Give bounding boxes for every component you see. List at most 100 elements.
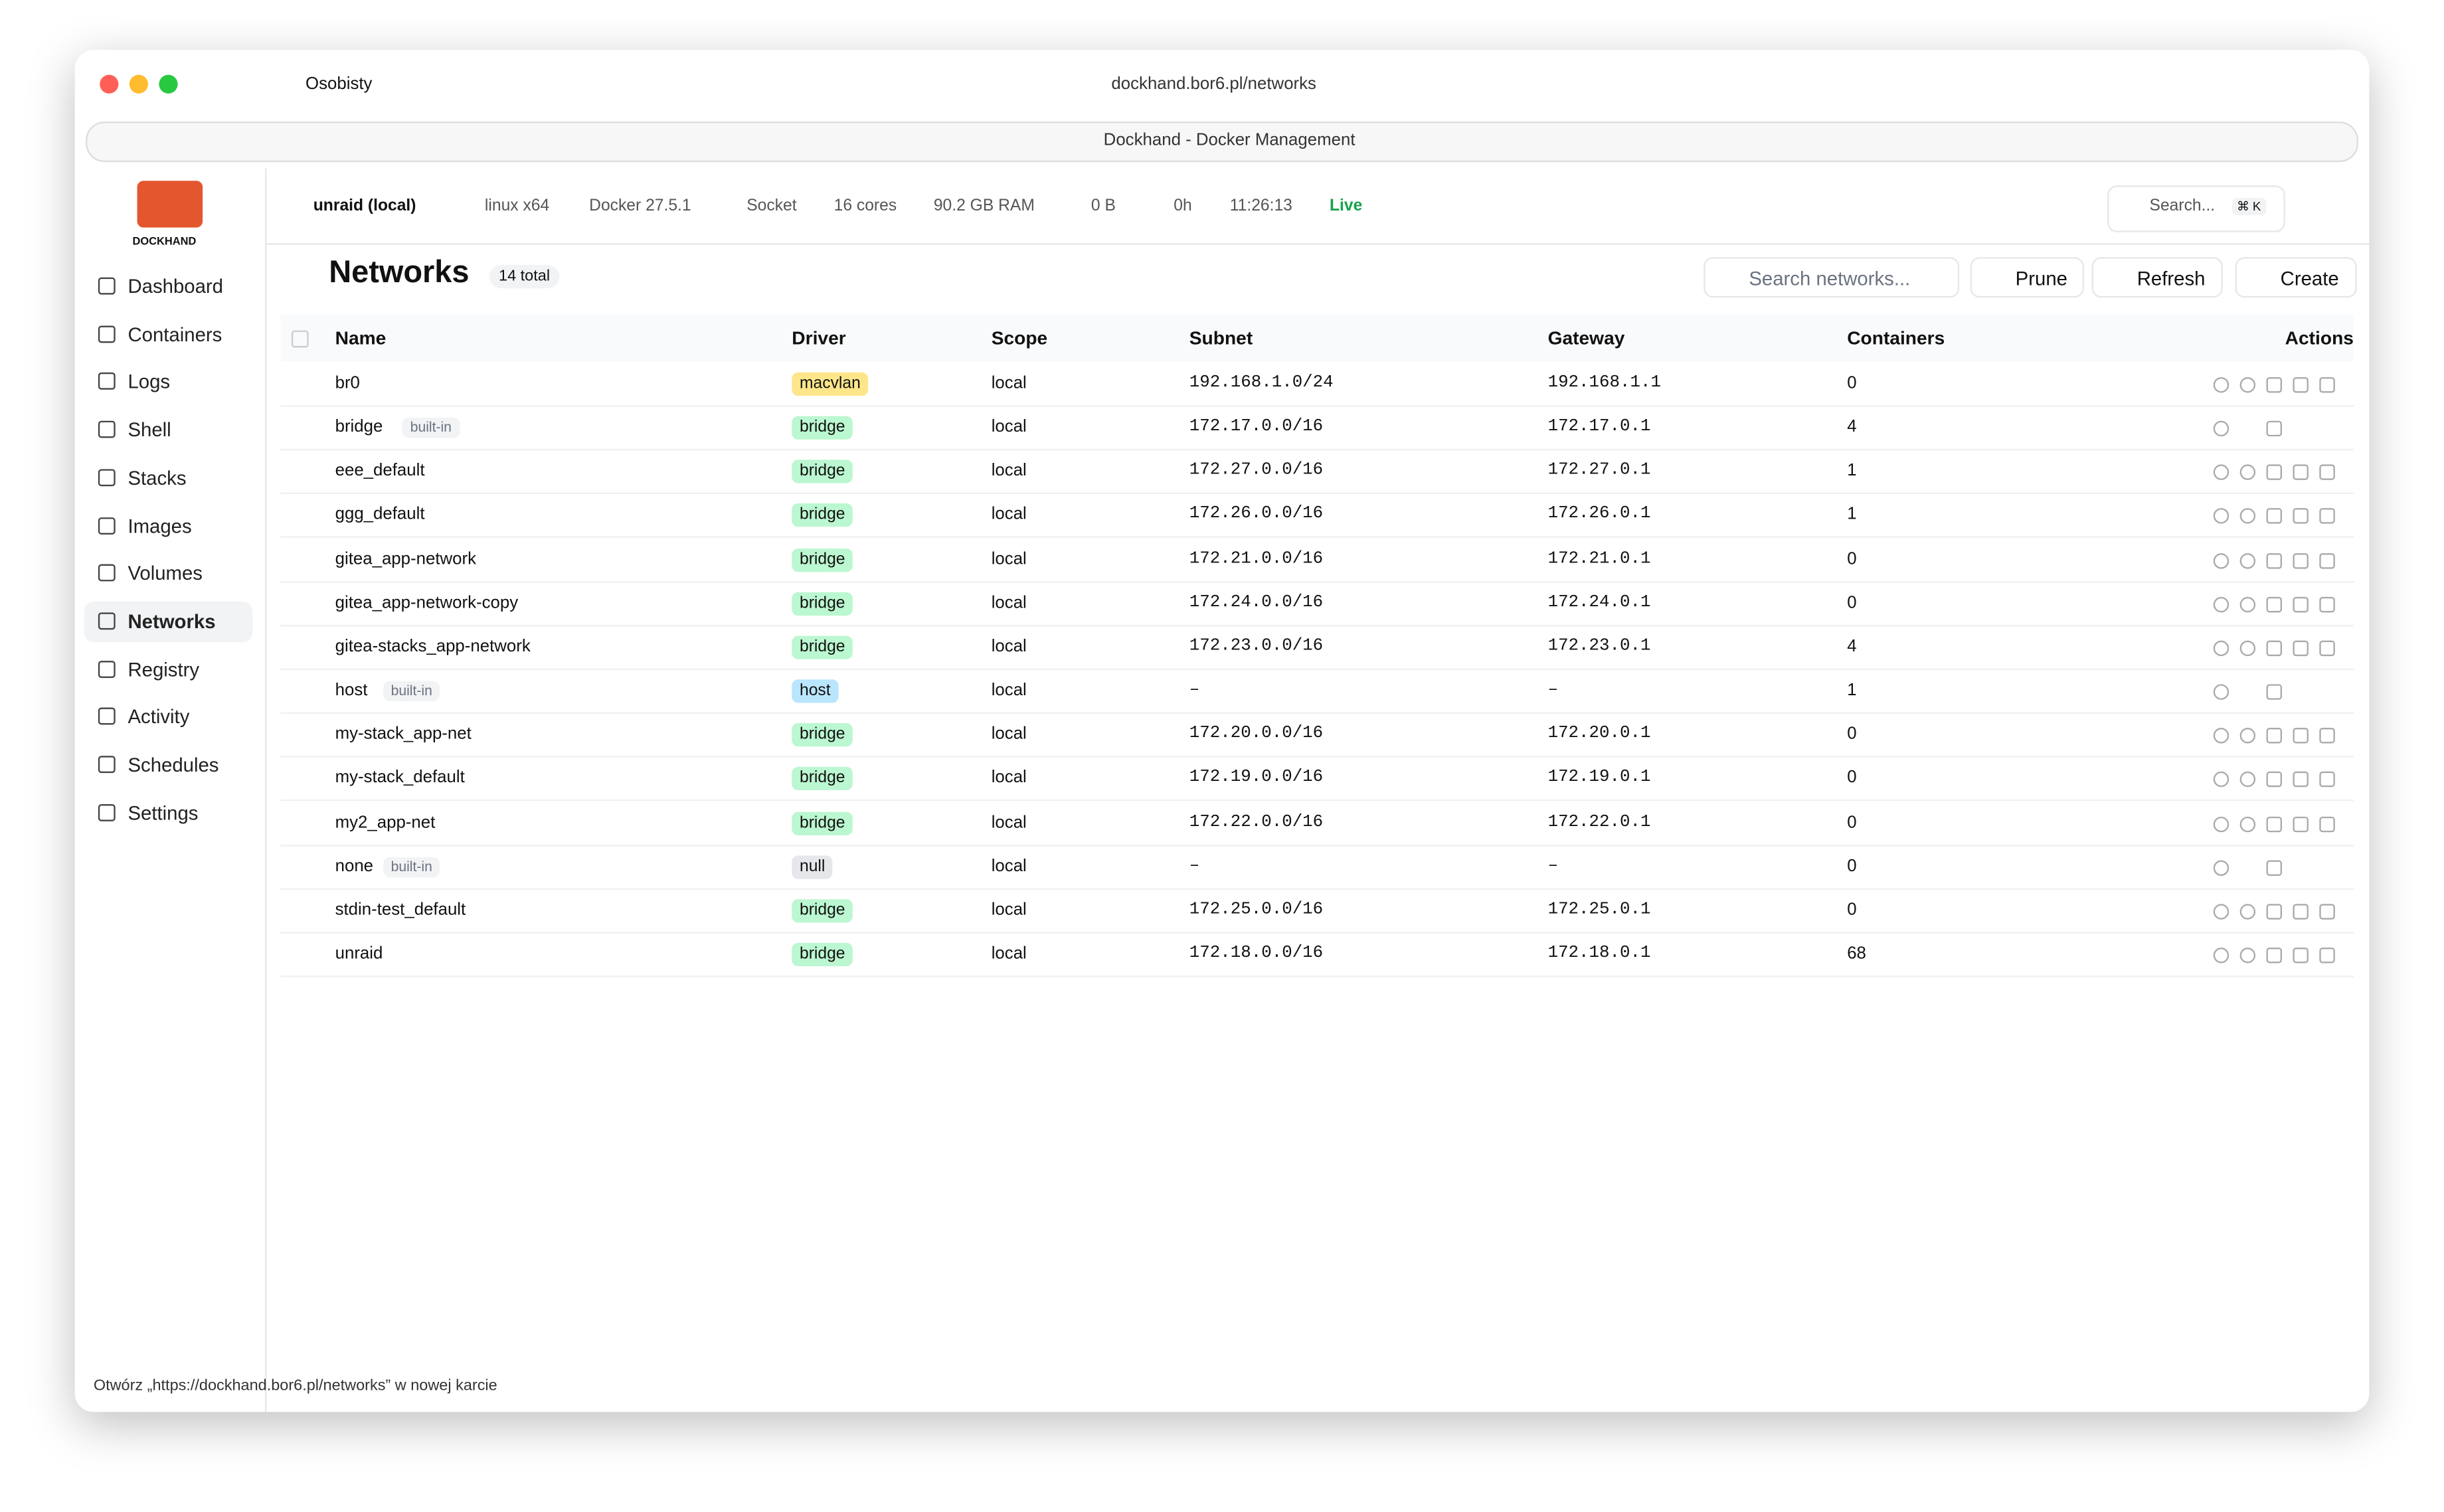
network-name[interactable]: br0	[335, 374, 360, 393]
nav-item[interactable]: Settings	[84, 793, 252, 833]
action-icon[interactable]	[2213, 377, 2229, 393]
nav-item[interactable]: Schedules	[84, 745, 252, 786]
network-name[interactable]: eee_default	[335, 462, 425, 481]
action-icon[interactable]	[2266, 640, 2283, 656]
action-icon[interactable]	[2319, 903, 2335, 920]
network-search[interactable]: Search networks...	[1703, 257, 1960, 298]
nav-item[interactable]: Logs	[84, 362, 252, 402]
action-icon[interactable]	[2213, 728, 2229, 744]
action-icon[interactable]	[2319, 465, 2335, 481]
action-icon[interactable]	[2213, 947, 2229, 964]
network-name[interactable]: gitea_app-network-copy	[335, 593, 519, 612]
create-button[interactable]: Create	[2235, 257, 2356, 298]
action-icon[interactable]	[2266, 465, 2283, 481]
action-icon[interactable]	[2213, 815, 2229, 832]
action-icon[interactable]	[2239, 465, 2256, 481]
action-icon[interactable]	[2293, 509, 2309, 525]
action-icon[interactable]	[2293, 903, 2309, 920]
action-icon[interactable]	[2239, 947, 2256, 964]
nav-item[interactable]: Dashboard	[84, 266, 252, 307]
network-name[interactable]: none	[335, 857, 374, 876]
action-icon[interactable]	[2319, 509, 2335, 525]
nav-item[interactable]: Networks	[84, 601, 253, 642]
minimize-button[interactable]	[129, 74, 148, 94]
nav-item[interactable]: Shell	[84, 410, 252, 450]
column-header[interactable]: Scope	[991, 327, 1048, 349]
nav-item[interactable]: Registry	[84, 649, 252, 690]
action-icon[interactable]	[2319, 640, 2335, 656]
network-name[interactable]: stdin-test_default	[335, 900, 466, 920]
nav-item[interactable]: Stacks	[84, 458, 252, 499]
action-icon[interactable]	[2266, 377, 2283, 393]
network-name[interactable]: bridge	[335, 418, 383, 437]
column-header[interactable]: Subnet	[1189, 327, 1253, 349]
action-icon[interactable]	[2266, 684, 2283, 700]
action-icon[interactable]	[2239, 509, 2256, 525]
action-icon[interactable]	[2319, 377, 2335, 393]
column-header[interactable]: Containers	[1847, 327, 1945, 349]
action-icon[interactable]	[2266, 772, 2283, 788]
profile-menu[interactable]: Osobisty	[306, 74, 373, 94]
column-header[interactable]: Name	[335, 327, 387, 349]
action-icon[interactable]	[2266, 596, 2283, 612]
action-icon[interactable]	[2293, 377, 2309, 393]
action-icon[interactable]	[2319, 596, 2335, 612]
environment[interactable]: unraid (local)	[313, 196, 416, 215]
action-icon[interactable]	[2239, 596, 2256, 612]
action-icon[interactable]	[2293, 728, 2309, 744]
action-icon[interactable]	[2293, 596, 2309, 612]
action-icon[interactable]	[2213, 596, 2229, 612]
action-icon[interactable]	[2293, 640, 2309, 656]
action-icon[interactable]	[2213, 509, 2229, 525]
action-icon[interactable]	[2213, 640, 2229, 656]
network-name[interactable]: host	[335, 681, 368, 700]
nav-item[interactable]: Images	[84, 506, 252, 546]
network-name[interactable]: ggg_default	[335, 505, 425, 525]
prune-button[interactable]: Prune	[1970, 257, 2085, 298]
action-icon[interactable]	[2239, 728, 2256, 744]
tab-title[interactable]: Dockhand - Docker Management	[1103, 131, 1355, 150]
action-icon[interactable]	[2319, 552, 2335, 568]
action-icon[interactable]	[2239, 377, 2256, 393]
network-name[interactable]: my2_app-net	[335, 812, 436, 832]
action-icon[interactable]	[2266, 903, 2283, 920]
action-icon[interactable]	[2266, 728, 2283, 744]
action-icon[interactable]	[2266, 815, 2283, 832]
action-icon[interactable]	[2319, 815, 2335, 832]
action-icon[interactable]	[2213, 552, 2229, 568]
action-icon[interactable]	[2266, 859, 2283, 876]
action-icon[interactable]	[2293, 552, 2309, 568]
action-icon[interactable]	[2213, 465, 2229, 481]
network-name[interactable]: gitea_app-network	[335, 549, 477, 568]
global-search[interactable]	[2107, 185, 2285, 232]
action-icon[interactable]	[2319, 728, 2335, 744]
action-icon[interactable]	[2293, 815, 2309, 832]
action-icon[interactable]	[2266, 947, 2283, 964]
network-name[interactable]: unraid	[335, 944, 383, 964]
action-icon[interactable]	[2266, 509, 2283, 525]
network-name[interactable]: my-stack_default	[335, 768, 465, 788]
action-icon[interactable]	[2293, 772, 2309, 788]
zoom-button[interactable]	[159, 74, 178, 94]
action-icon[interactable]	[2239, 903, 2256, 920]
column-header[interactable]: Gateway	[1547, 327, 1625, 349]
action-icon[interactable]	[2213, 859, 2229, 876]
action-icon[interactable]	[2266, 552, 2283, 568]
action-icon[interactable]	[2293, 465, 2309, 481]
action-icon[interactable]	[2213, 772, 2229, 788]
action-icon[interactable]	[2239, 815, 2256, 832]
action-icon[interactable]	[2319, 947, 2335, 964]
nav-item[interactable]: Volumes	[84, 554, 252, 594]
action-icon[interactable]	[2213, 903, 2229, 920]
select-all[interactable]	[291, 330, 309, 348]
network-name[interactable]: my-stack_app-net	[335, 724, 472, 744]
action-icon[interactable]	[2239, 640, 2256, 656]
refresh-button[interactable]: Refresh	[2091, 257, 2223, 298]
action-icon[interactable]	[2239, 552, 2256, 568]
action-icon[interactable]	[2213, 421, 2229, 437]
action-icon[interactable]	[2213, 684, 2229, 700]
action-icon[interactable]	[2293, 947, 2309, 964]
action-icon[interactable]	[2239, 772, 2256, 788]
nav-item[interactable]: Containers	[84, 314, 252, 355]
action-icon[interactable]	[2319, 772, 2335, 788]
